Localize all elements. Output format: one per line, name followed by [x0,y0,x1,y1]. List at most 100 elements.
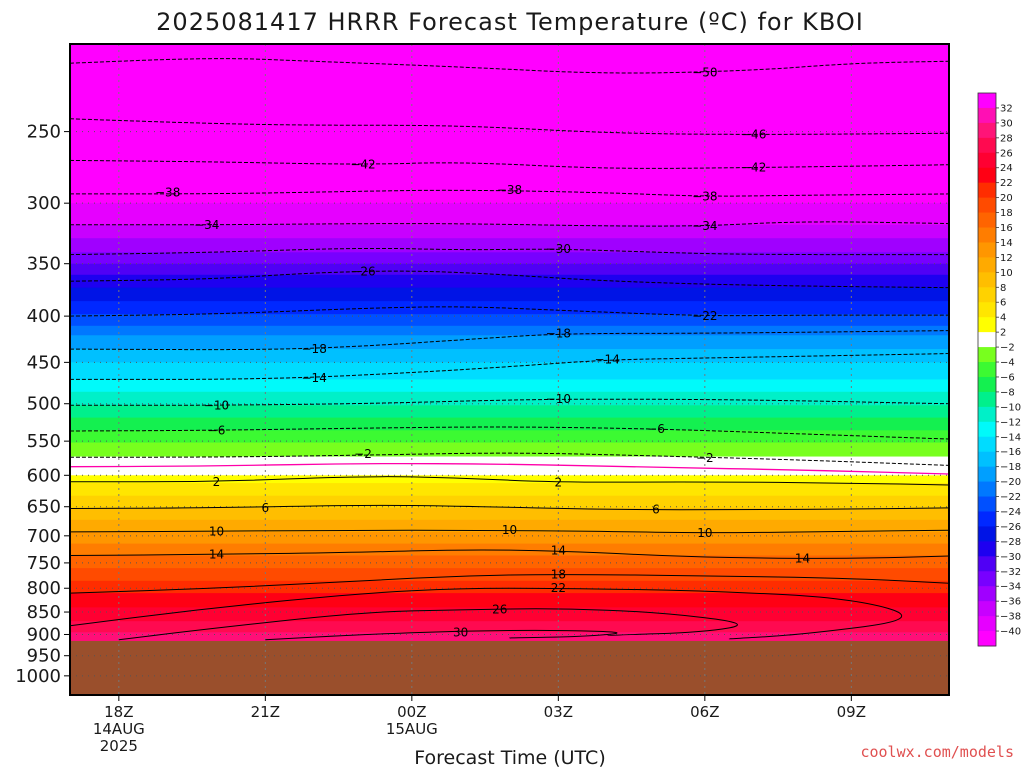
contour-label: −6 [208,423,226,437]
colorbar-label: −32 [1000,567,1021,578]
time-tick-label: 18Z [104,703,133,721]
colorbar-swatch [978,556,996,572]
temperature-band [70,442,949,458]
temperature-band [70,349,949,364]
temperature-band [70,475,949,485]
pressure-tick-label: 900 [27,624,61,645]
colorbar-swatch [978,182,996,199]
temperature-bands [70,44,949,642]
contour-label: 14 [551,544,566,558]
contour-label: −14 [302,371,327,385]
isotherm-line [70,587,903,640]
colorbar-swatch [978,332,996,348]
contour-label: −34 [194,218,219,232]
isotherm-line [70,452,949,466]
colorbar-swatch [978,391,996,408]
contour-label: 10 [209,524,224,538]
colorbar-swatch [978,167,996,184]
colorbar-label: −28 [1000,537,1021,548]
pressure-tick-label: 1000 [15,666,61,687]
colorbar-swatch [978,107,996,124]
colorbar-label: −8 [1000,387,1015,398]
isotherm-line [70,159,949,169]
contour-label: −10 [546,392,571,406]
contour-label: 18 [551,567,566,581]
colorbar-label: 18 [1000,208,1013,219]
pressure-tick-label: 800 [27,578,61,599]
pressure-tick-label: 850 [27,602,61,623]
pressure-tick-label: 950 [27,646,61,667]
isotherm-line [70,549,949,559]
colorbar-swatch [978,362,996,378]
temperature-band [70,580,949,595]
contour-label: 10 [697,526,712,540]
temperature-band [70,405,949,419]
temperature-band [70,417,949,432]
contour-label: 6 [262,501,270,515]
pressure-tick-label: 250 [27,122,61,143]
temperature-band [70,44,949,205]
temperature-band [70,391,949,407]
colorbar-swatch [978,137,996,154]
temperature-band [70,314,949,327]
colorbar-label: −2 [1000,343,1015,354]
colorbar-swatch [978,152,996,169]
colorbar-label: 16 [1000,223,1013,234]
colorbar-label: 14 [1000,238,1013,249]
isotherm-line [70,247,949,256]
isotherm-line [70,58,949,74]
time-tick-label: 21Z [251,703,280,721]
colorbar-label: −20 [1000,477,1021,488]
colorbar-label: −40 [1000,627,1021,638]
pressure-tick-label: 450 [27,352,61,373]
temperature-band [70,555,949,570]
isotherm-line [70,270,949,289]
colorbar-label: −18 [1000,462,1021,473]
colorbar-label: −30 [1000,552,1021,563]
isotherm-line [70,574,949,594]
colorbar-swatch [978,631,996,647]
temperature-band [70,507,949,521]
colorbar-frame [977,92,997,647]
contour-label: −18 [546,326,571,340]
isotherm-contours: −50−46−42 −42−38 −38 −38−34 −34−30−26−22−18−… [70,58,949,641]
pressure-tick-label: 700 [27,526,61,547]
colorbar-label: −34 [1000,582,1021,593]
colorbar-label: 10 [1000,268,1013,279]
colorbar-swatch [978,122,996,139]
isotherm-line [70,529,949,534]
colorbar-swatch [978,212,996,229]
colorbar-label: −22 [1000,492,1021,503]
colorbar-label: −6 [1000,372,1015,383]
temperature-band [70,495,949,509]
temperature-band [70,531,949,545]
colorbar-swatch [978,406,996,423]
contour-label: −50 [692,65,717,79]
temperature-band [70,519,949,533]
time-tick-label: 00Z [397,703,426,721]
contour-label: −46 [741,128,766,142]
credit-text[interactable]: coolwx.com/models [860,743,1014,761]
colorbar-swatch [978,197,996,214]
colorbar-swatch [978,421,996,438]
colorbar-swatch [978,496,996,512]
colorbar-label: 24 [1000,163,1013,174]
contour-label: 30 [453,625,468,639]
colorbar-label: −24 [1000,507,1021,518]
colorbar-swatch [978,272,996,288]
pressure-axis-ticks: 2503003504004505005506006507007508008509… [15,122,70,687]
colorbar-swatch [978,541,996,557]
temperature-band [70,325,949,337]
colorbar-swatch [978,481,996,498]
pressure-tick-label: 550 [27,431,61,452]
temperature-band [70,362,949,381]
colorbar-swatch [978,287,996,303]
contour-label: 6 [652,503,660,517]
isotherm-line [70,118,949,135]
contour-label: −26 [350,264,375,278]
colorbar-label: 12 [1000,253,1013,264]
temperature-band [70,287,949,303]
ground-below-surface [70,640,949,695]
colorbar-label: −16 [1000,447,1021,458]
